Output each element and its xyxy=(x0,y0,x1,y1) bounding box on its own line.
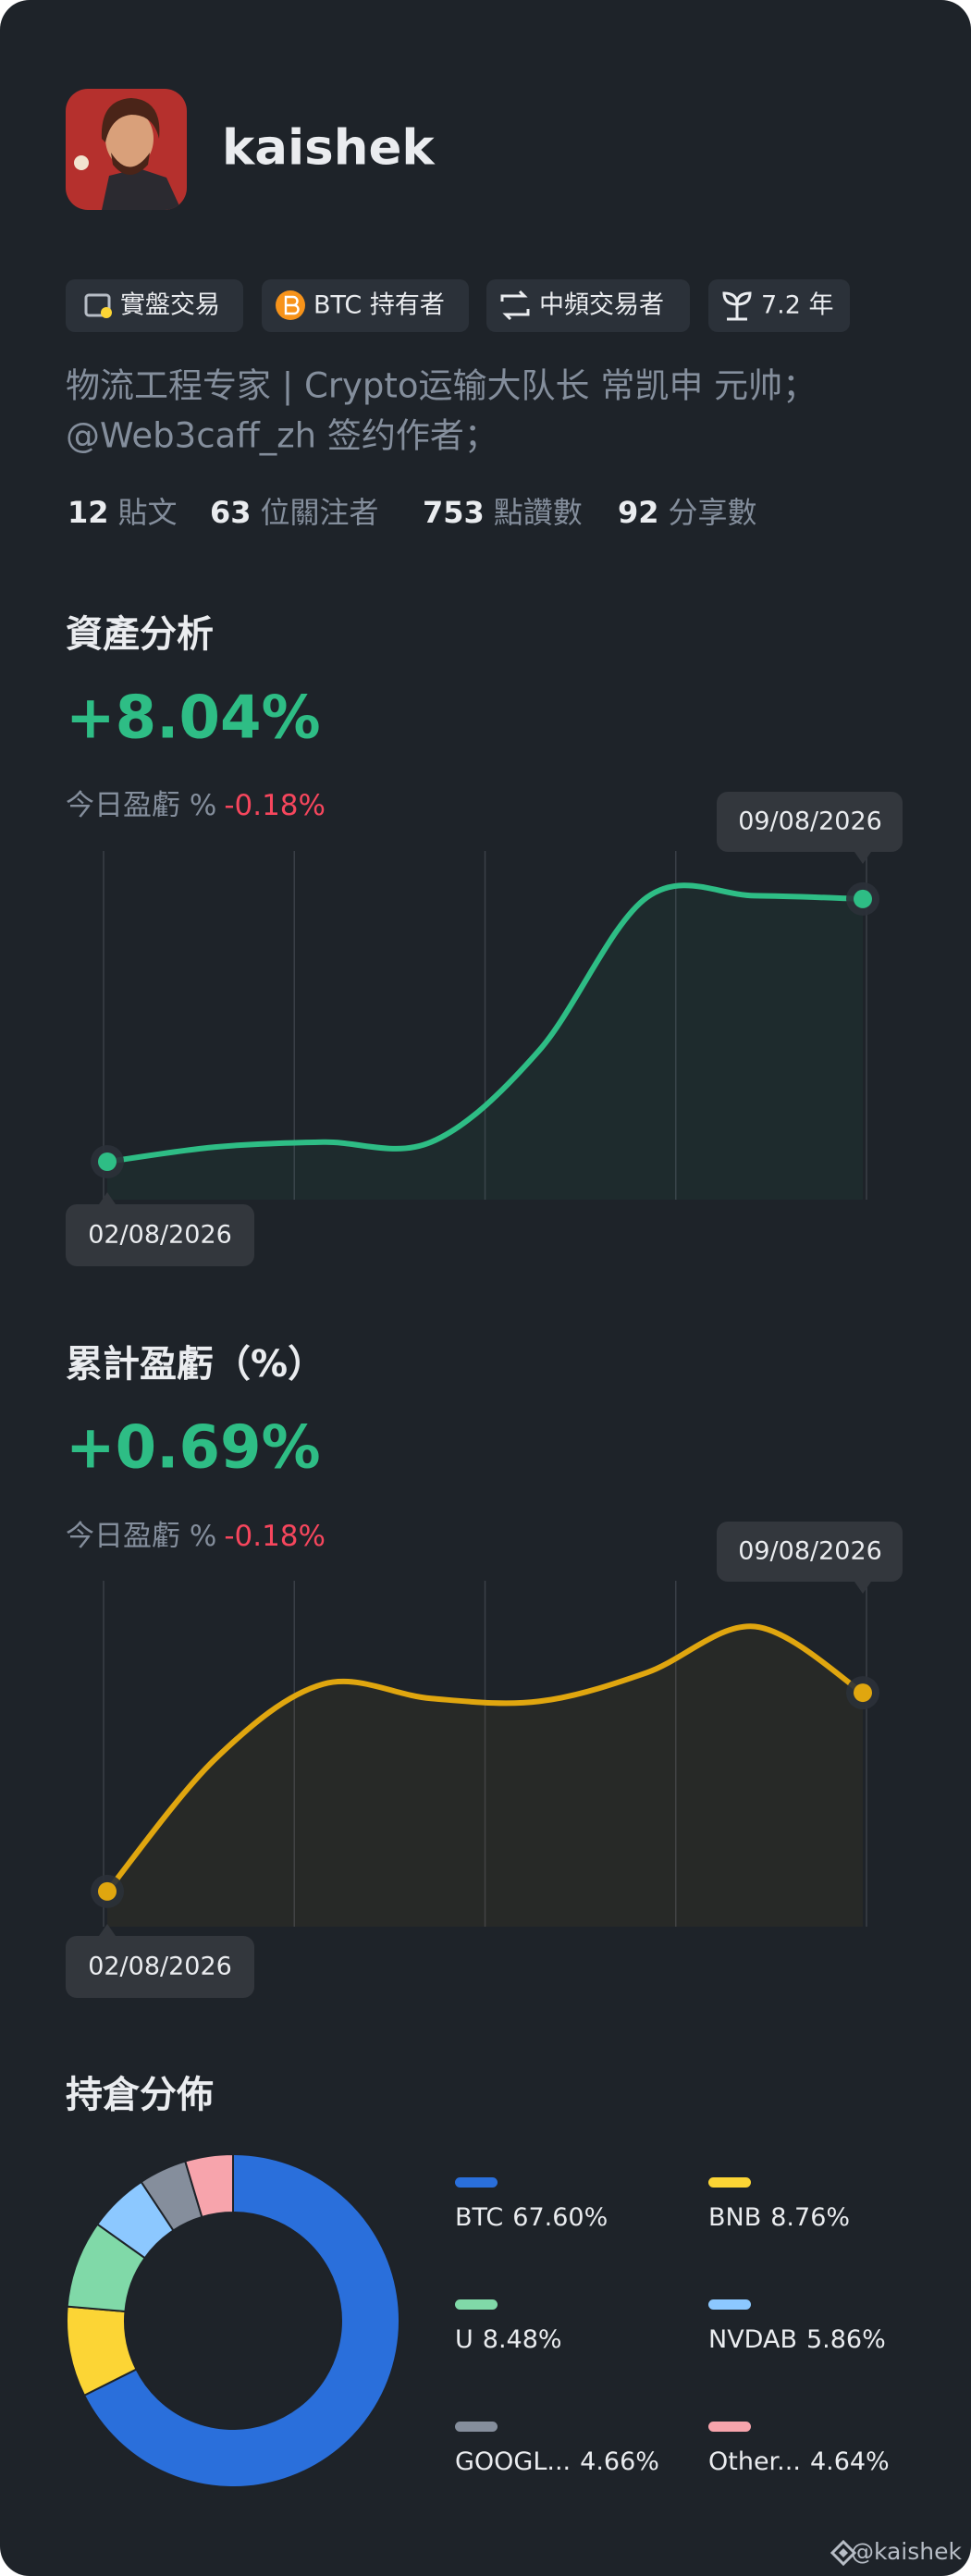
stat[interactable]: 63 位關注者 xyxy=(210,495,379,530)
section-title: 持倉分佈 xyxy=(66,2074,214,2116)
tooltip-pointer xyxy=(99,1924,116,1936)
stat[interactable]: 12 貼文 xyxy=(68,495,178,530)
tooltip-box xyxy=(717,1522,903,1582)
user-name: kaishek xyxy=(222,120,436,177)
legend-swatch xyxy=(455,2299,498,2310)
today-label: 今日盈虧 % xyxy=(66,789,216,822)
legend-name: BNB xyxy=(708,2203,761,2232)
legend-entry[interactable]: NVDAB 5.86% xyxy=(708,2325,886,2354)
legend-entry[interactable]: GOOGL... 4.66% xyxy=(455,2447,659,2476)
footer-logo xyxy=(830,2539,857,2567)
tooltip-date: 09/08/2026 xyxy=(738,1537,882,1566)
legend-swatch xyxy=(708,2177,751,2188)
tooltip-date: 02/08/2026 xyxy=(88,1953,232,1981)
stat[interactable]: 753 點讚數 xyxy=(423,495,583,530)
stat-value: 63 xyxy=(210,495,252,530)
badge: 實盤交易 xyxy=(66,279,243,332)
legend-entry[interactable]: BNB 8.76% xyxy=(708,2203,850,2232)
today-pnl: 今日盈虧 % -0.18% xyxy=(66,1520,326,1553)
tooltip-box xyxy=(66,1204,254,1266)
line-area xyxy=(107,885,863,1200)
point xyxy=(98,1881,117,1901)
stat-label: 分享數 xyxy=(669,495,757,530)
stat[interactable]: 92 分享數 xyxy=(618,495,757,530)
legend-swatch xyxy=(455,2422,498,2432)
point xyxy=(854,889,872,908)
line-series xyxy=(104,882,866,1165)
stat-label: 位關注者 xyxy=(261,495,379,530)
legend-value: 67.60% xyxy=(512,2203,608,2232)
legend-value: 4.66% xyxy=(580,2447,659,2476)
legend-entry[interactable]: BTC 67.60% xyxy=(455,2203,608,2232)
badge-label: 實盤交易 xyxy=(120,291,220,320)
badge: 中頻交易者 xyxy=(486,279,690,332)
line-series xyxy=(104,1623,866,1894)
legend-name: NVDAB xyxy=(708,2325,797,2354)
today-pnl: 今日盈虧 % -0.18% xyxy=(66,789,326,822)
today-value: -0.18% xyxy=(224,1520,326,1553)
badge: BTC 持有者 xyxy=(262,279,469,332)
legend-entry[interactable]: U 8.48% xyxy=(455,2325,562,2354)
footer-handle: @kaishek xyxy=(851,2538,963,2565)
stat-label: 點讚數 xyxy=(494,495,583,530)
headline-value: +8.04% xyxy=(66,684,321,753)
stat-label: 貼文 xyxy=(118,495,178,530)
line-area xyxy=(107,1626,863,1927)
tooltip-date: 09/08/2026 xyxy=(738,807,882,836)
tooltip-pointer xyxy=(854,852,871,864)
today-value: -0.18% xyxy=(224,789,326,822)
donut-slice xyxy=(184,2152,234,2219)
legend-value: 5.86% xyxy=(806,2325,886,2354)
legend-name: Other... xyxy=(708,2447,801,2476)
legend-name: U xyxy=(455,2325,473,2354)
legend-entry[interactable]: Other... 4.64% xyxy=(708,2447,890,2476)
legend-swatch xyxy=(708,2422,751,2432)
point xyxy=(98,1152,117,1171)
donut-slice xyxy=(82,2152,400,2488)
badge-label: 7.2 年 xyxy=(761,291,834,320)
legend-value: 8.48% xyxy=(483,2325,562,2354)
stat-value: 92 xyxy=(618,495,659,530)
tooltip-box xyxy=(66,1936,254,1998)
legend-name: BTC xyxy=(455,2203,503,2232)
badge-label: BTC 持有者 xyxy=(313,291,445,320)
badge-label: 中頻交易者 xyxy=(539,291,664,320)
badge: 7.2 年 xyxy=(708,279,850,332)
stat-value: 753 xyxy=(423,495,485,530)
bio-line: 物流工程专家 | Crypto运输大队长 常凯申 元帅； xyxy=(66,366,817,406)
legend-value: 8.76% xyxy=(770,2203,850,2232)
point xyxy=(854,1683,872,1703)
headline-value: +0.69% xyxy=(66,1414,321,1483)
legend-swatch xyxy=(455,2177,498,2188)
tooltip-date: 02/08/2026 xyxy=(88,1221,232,1250)
today-label: 今日盈虧 % xyxy=(66,1520,216,1553)
section-title: 資產分析 xyxy=(66,613,214,656)
tooltip-pointer xyxy=(854,1582,871,1594)
avatar[interactable] xyxy=(66,89,187,210)
stat-value: 12 xyxy=(68,495,109,530)
legend-name: GOOGL... xyxy=(455,2447,571,2476)
tooltip-pointer xyxy=(99,1192,116,1204)
section-title: 累計盈虧（%） xyxy=(66,1343,325,1386)
tooltip-box xyxy=(717,792,903,852)
legend-value: 4.64% xyxy=(810,2447,890,2476)
bio-line: @Web3caff_zh 签约作者； xyxy=(66,416,498,456)
legend-swatch xyxy=(708,2299,751,2310)
